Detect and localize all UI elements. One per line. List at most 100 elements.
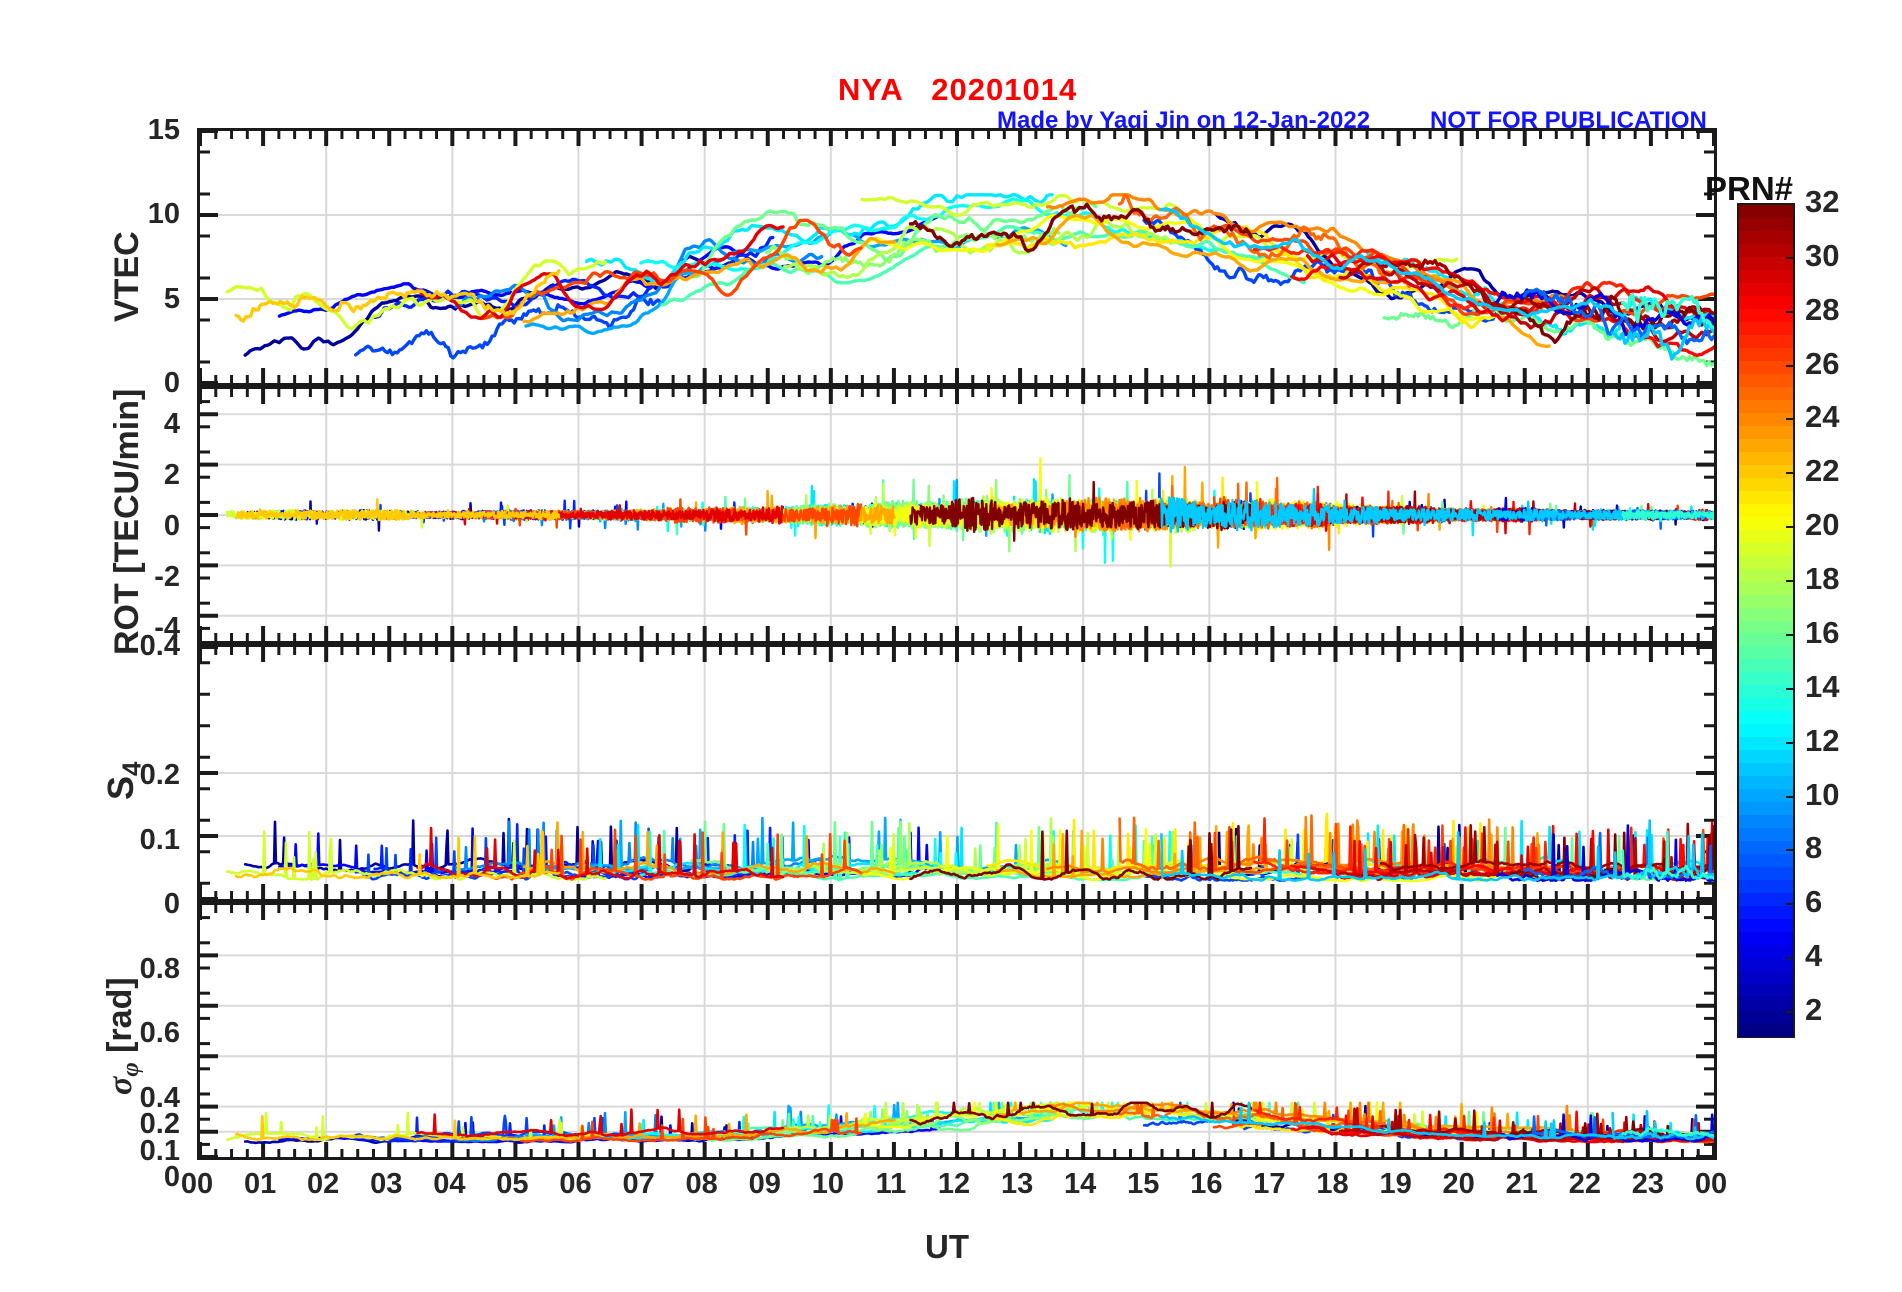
rot-ytick-neg2: -2 [154, 561, 180, 593]
colorbar-segment [1739, 217, 1793, 232]
panel-s4 [197, 644, 1717, 902]
sig-ytick-01: 0.1 [139, 1135, 180, 1167]
x-tick-6: 06 [559, 1168, 592, 1200]
colorbar-tick-12: 12 [1805, 722, 1840, 758]
x-tick-18: 18 [1316, 1168, 1349, 1200]
colorbar-notch [1786, 687, 1795, 690]
x-tick-7: 07 [622, 1168, 655, 1200]
colorbar-segment [1739, 763, 1793, 778]
colorbar-tick-8: 8 [1805, 830, 1823, 866]
x-tick-17: 17 [1253, 1168, 1286, 1200]
colorbar-tick-30: 30 [1805, 237, 1840, 273]
colorbar-notch [1786, 903, 1795, 906]
colorbar-tick-26: 26 [1805, 345, 1840, 381]
x-tick-15: 15 [1127, 1168, 1160, 1200]
colorbar-segment [1739, 516, 1793, 531]
s4-ytick-01: 0.1 [139, 824, 180, 856]
colorbar-segment [1739, 841, 1793, 856]
colorbar-segment [1739, 555, 1793, 570]
x-tick-19: 19 [1379, 1168, 1412, 1200]
colorbar-segment [1739, 243, 1793, 258]
colorbar-notch [1786, 472, 1795, 475]
colorbar-segment [1739, 672, 1793, 687]
colorbar-segment [1739, 373, 1793, 388]
rot-ytick-0: 0 [163, 510, 180, 542]
colorbar-segment [1739, 568, 1793, 583]
x-tick-14: 14 [1064, 1168, 1097, 1200]
colorbar-notch [1786, 849, 1795, 852]
colorbar-tick-22: 22 [1805, 453, 1840, 489]
colorbar-segment [1739, 828, 1793, 843]
colorbar-tick-24: 24 [1805, 399, 1840, 435]
colorbar-segment [1739, 490, 1793, 505]
sig-ytick-02: 0.2 [139, 1108, 180, 1140]
colorbar-notch [1786, 418, 1795, 421]
colorbar-segment [1739, 464, 1793, 479]
colorbar-segment [1739, 347, 1793, 362]
colorbar-segment [1739, 542, 1793, 557]
colorbar-segment [1739, 594, 1793, 609]
rot-ytick-4: 4 [163, 408, 180, 440]
plot-title: NYA 20201014 [838, 72, 1078, 107]
colorbar-tick-32: 32 [1805, 184, 1840, 219]
s4-ytick-02: 0.2 [139, 759, 180, 791]
panel-sigma-phi [197, 902, 1717, 1160]
colorbar-tick-10: 10 [1805, 776, 1840, 812]
colorbar-notch [1786, 795, 1795, 798]
colorbar-segment [1739, 256, 1793, 271]
colorbar-tick-28: 28 [1805, 291, 1840, 327]
colorbar-segment [1739, 971, 1793, 985]
colorbar-segment [1739, 412, 1793, 427]
colorbar-segment [1739, 698, 1793, 713]
colorbar-segment [1739, 282, 1793, 297]
colorbar-segment [1739, 321, 1793, 336]
x-tick-13: 13 [1000, 1168, 1034, 1200]
colorbar-segment [1739, 334, 1793, 349]
colorbar-tick-20: 20 [1805, 507, 1840, 543]
colorbar-notch [1786, 1011, 1795, 1014]
s4-trace-canvas [200, 647, 1714, 899]
colorbar-notch [1786, 633, 1795, 636]
x-tick-0: 00 [180, 1168, 214, 1200]
colorbar-segment [1739, 737, 1793, 752]
colorbar-segment [1739, 724, 1793, 739]
colorbar-segment [1739, 477, 1793, 492]
colorbar-notch [1786, 580, 1795, 583]
x-tick-9: 09 [748, 1168, 781, 1200]
colorbar-segment [1739, 932, 1793, 946]
colorbar-tick-4: 4 [1805, 938, 1823, 974]
vtec-ytick-15: 15 [147, 114, 180, 146]
colorbar-segment [1739, 425, 1793, 440]
colorbar-segment [1739, 750, 1793, 765]
colorbar-tick-2: 2 [1805, 992, 1823, 1028]
colorbar [1737, 203, 1795, 1038]
colorbar-tick-16: 16 [1805, 614, 1840, 650]
rot-ytick-2: 2 [163, 459, 180, 491]
colorbar-notch [1786, 203, 1795, 205]
colorbar-segment [1739, 360, 1793, 375]
sig-ytick-08: 0.8 [139, 953, 180, 985]
colorbar-segment [1739, 269, 1793, 284]
colorbar-tick-6: 6 [1805, 884, 1823, 920]
colorbar-segment [1739, 295, 1793, 310]
colorbar-segment [1739, 633, 1793, 648]
colorbar-notch [1786, 957, 1795, 960]
colorbar-segment [1739, 659, 1793, 674]
colorbar-segment [1739, 620, 1793, 635]
x-tick-16: 16 [1190, 1168, 1223, 1200]
vtec-trace-canvas [200, 131, 1714, 383]
colorbar-segment [1739, 945, 1793, 959]
s4-ytick-0: 0 [163, 888, 180, 920]
rot-trace-canvas [200, 389, 1714, 641]
x-axis-label: UT [925, 1228, 969, 1265]
x-tick-1: 01 [243, 1168, 277, 1200]
colorbar-notch [1786, 256, 1795, 259]
colorbar-segment [1739, 880, 1793, 894]
phi-subscript-glyph: φ [116, 1062, 144, 1077]
colorbar-notch [1786, 741, 1795, 744]
colorbar-segment [1739, 776, 1793, 791]
x-tick-10: 10 [811, 1168, 844, 1200]
x-tick-22: 22 [1568, 1168, 1601, 1200]
x-tick-5: 05 [496, 1168, 529, 1200]
